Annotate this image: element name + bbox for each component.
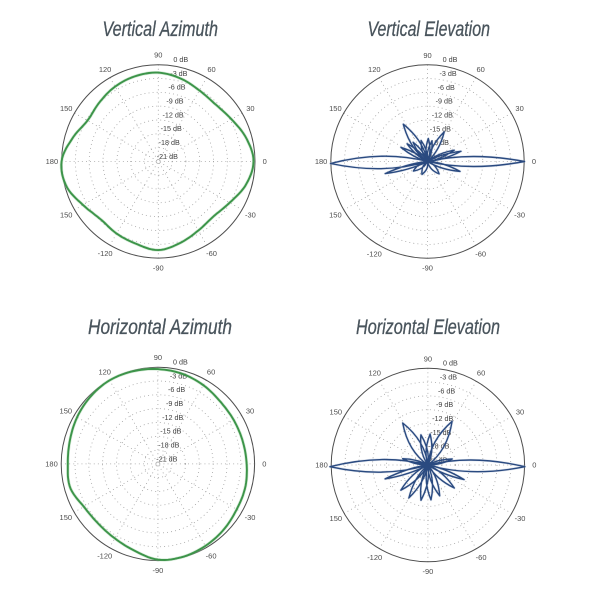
svg-text:-6 dB: -6 dB bbox=[168, 385, 185, 394]
svg-text:Horizontal Azimuth: Horizontal Azimuth bbox=[88, 316, 232, 339]
svg-text:-6 dB: -6 dB bbox=[168, 83, 185, 92]
svg-text:30: 30 bbox=[246, 104, 254, 113]
svg-text:-18 dB: -18 dB bbox=[159, 138, 180, 147]
svg-text:-3 dB: -3 dB bbox=[170, 69, 187, 78]
svg-text:-9 dB: -9 dB bbox=[436, 97, 453, 106]
svg-text:-90: -90 bbox=[153, 264, 164, 273]
svg-text:60: 60 bbox=[477, 65, 485, 74]
svg-text:-90: -90 bbox=[152, 566, 163, 575]
svg-text:150: 150 bbox=[330, 408, 343, 417]
svg-text:0 dB: 0 dB bbox=[443, 55, 458, 64]
svg-text:-30: -30 bbox=[245, 513, 256, 522]
svg-text:-21 dB: -21 dB bbox=[157, 152, 178, 161]
svg-text:-3 dB: -3 dB bbox=[440, 69, 457, 78]
svg-text:-90: -90 bbox=[422, 264, 433, 273]
svg-text:-6 dB: -6 dB bbox=[438, 83, 455, 92]
svg-text:-120: -120 bbox=[367, 553, 382, 562]
svg-text:30: 30 bbox=[515, 104, 523, 113]
svg-text:0: 0 bbox=[532, 461, 536, 470]
svg-text:120: 120 bbox=[368, 65, 381, 74]
svg-text:-9 dB: -9 dB bbox=[166, 399, 183, 408]
svg-text:-30: -30 bbox=[245, 210, 256, 219]
svg-text:-9 dB: -9 dB bbox=[166, 97, 183, 106]
svg-text:150: 150 bbox=[329, 104, 342, 113]
svg-text:180: 180 bbox=[315, 461, 328, 470]
svg-text:-18 dB: -18 dB bbox=[158, 441, 179, 450]
svg-text:180: 180 bbox=[46, 157, 59, 166]
svg-text:-120: -120 bbox=[98, 249, 113, 258]
svg-text:-3 dB: -3 dB bbox=[170, 371, 187, 380]
svg-text:-15 dB: -15 dB bbox=[161, 124, 182, 133]
svg-text:-120: -120 bbox=[97, 552, 112, 561]
svg-text:60: 60 bbox=[477, 369, 485, 378]
svg-text:0: 0 bbox=[532, 157, 536, 166]
svg-text:0: 0 bbox=[262, 460, 266, 469]
svg-text:-30: -30 bbox=[514, 210, 525, 219]
svg-text:-60: -60 bbox=[475, 249, 486, 258]
svg-text:-12 dB: -12 dB bbox=[163, 110, 184, 119]
svg-text:-6 dB: -6 dB bbox=[438, 386, 455, 395]
svg-text:0: 0 bbox=[263, 157, 267, 166]
svg-text:60: 60 bbox=[207, 65, 215, 74]
svg-text:150: 150 bbox=[60, 104, 73, 113]
svg-text:-9 dB: -9 dB bbox=[436, 400, 453, 409]
svg-text:Vertical Azimuth: Vertical Azimuth bbox=[102, 18, 218, 41]
svg-text:-18 dB: -18 dB bbox=[428, 138, 449, 147]
svg-text:0 dB: 0 dB bbox=[173, 55, 188, 64]
svg-text:-12 dB: -12 dB bbox=[432, 111, 453, 120]
svg-text:-60: -60 bbox=[206, 249, 217, 258]
svg-text:-60: -60 bbox=[476, 553, 487, 562]
svg-text:-21 dB: -21 dB bbox=[156, 454, 177, 463]
svg-text:-60: -60 bbox=[206, 552, 217, 561]
svg-text:-18 dB: -18 dB bbox=[428, 442, 449, 451]
svg-text:0 dB: 0 dB bbox=[443, 359, 458, 368]
svg-text:150: 150 bbox=[329, 210, 342, 219]
svg-text:120: 120 bbox=[99, 65, 112, 74]
svg-text:90: 90 bbox=[424, 354, 432, 363]
svg-text:-3 dB: -3 dB bbox=[440, 373, 457, 382]
svg-text:90: 90 bbox=[154, 51, 162, 60]
svg-text:-90: -90 bbox=[422, 567, 433, 576]
svg-text:150: 150 bbox=[330, 514, 343, 523]
svg-text:150: 150 bbox=[60, 406, 73, 415]
svg-text:-12 dB: -12 dB bbox=[162, 413, 183, 422]
svg-text:180: 180 bbox=[45, 460, 58, 469]
svg-text:120: 120 bbox=[98, 368, 111, 377]
svg-text:30: 30 bbox=[246, 406, 254, 415]
svg-text:0 dB: 0 dB bbox=[173, 358, 188, 367]
svg-text:-15 dB: -15 dB bbox=[160, 427, 181, 436]
svg-text:150: 150 bbox=[60, 210, 73, 219]
svg-text:-21 dB: -21 dB bbox=[426, 455, 447, 464]
svg-text:Vertical Elevation: Vertical Elevation bbox=[367, 18, 490, 41]
svg-text:60: 60 bbox=[207, 368, 215, 377]
svg-text:180: 180 bbox=[315, 157, 328, 166]
svg-text:-15 dB: -15 dB bbox=[430, 124, 451, 133]
svg-text:90: 90 bbox=[423, 51, 431, 60]
svg-text:150: 150 bbox=[60, 513, 73, 522]
svg-text:-12 dB: -12 dB bbox=[432, 414, 453, 423]
svg-text:-120: -120 bbox=[367, 249, 382, 258]
svg-text:-30: -30 bbox=[515, 514, 526, 523]
svg-text:30: 30 bbox=[516, 408, 524, 417]
svg-text:Horizontal Elevation: Horizontal Elevation bbox=[356, 316, 500, 339]
svg-text:120: 120 bbox=[368, 369, 381, 378]
svg-text:90: 90 bbox=[154, 353, 162, 362]
